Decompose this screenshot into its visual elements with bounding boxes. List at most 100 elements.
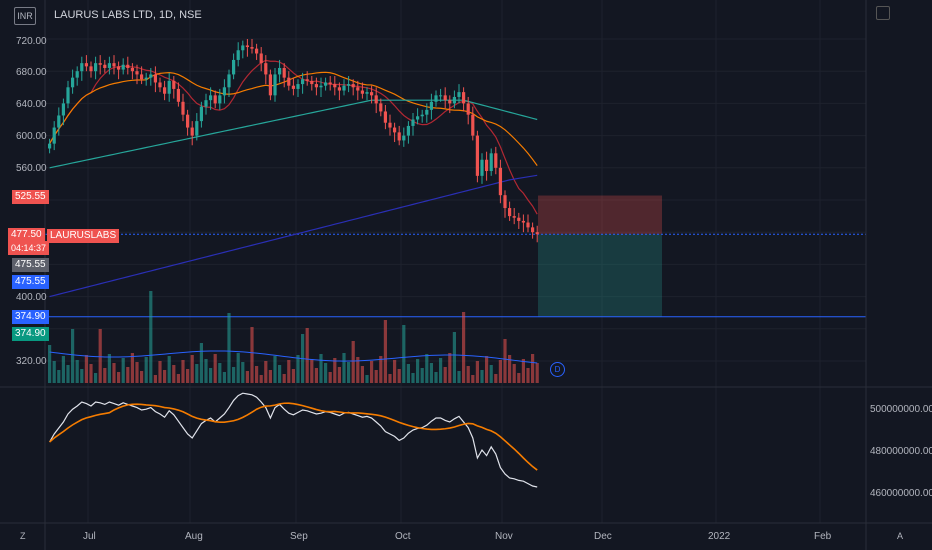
- volume-bar: [94, 373, 98, 383]
- candle-body: [84, 63, 88, 67]
- volume-bar: [503, 339, 507, 383]
- currency-badge[interactable]: INR: [14, 7, 36, 25]
- candle-body: [370, 92, 374, 96]
- candle-body: [365, 92, 369, 94]
- entry-price-tag: 475.55: [12, 258, 49, 272]
- price-axis-label: 400.00: [16, 292, 47, 303]
- candle-body: [535, 232, 539, 235]
- candle-body: [227, 74, 231, 88]
- candle-body: [383, 111, 387, 123]
- volume-bar: [227, 313, 231, 383]
- volume-bar: [186, 369, 190, 383]
- price-axis-label: 560.00: [16, 163, 47, 174]
- volume-bar: [494, 374, 498, 383]
- volume-bar: [324, 363, 328, 383]
- candle-body: [429, 101, 433, 110]
- volume-bar: [80, 369, 84, 383]
- candle-body: [351, 84, 355, 88]
- candle-body: [268, 74, 272, 96]
- candle-body: [489, 153, 493, 172]
- volume-bar: [397, 369, 401, 383]
- candle-body: [273, 74, 277, 96]
- volume-bar: [383, 320, 387, 383]
- candle-body: [494, 153, 498, 168]
- candle-body: [452, 96, 456, 104]
- candlesticks: [48, 39, 539, 243]
- volume-bar: [333, 358, 337, 383]
- volume-bar: [393, 360, 397, 383]
- candle-body: [333, 84, 337, 88]
- candle-body: [135, 71, 139, 75]
- volume-bar: [374, 370, 378, 383]
- candle-body: [388, 122, 392, 128]
- candle-body: [521, 220, 525, 223]
- candle-body: [531, 227, 535, 233]
- volume-bar: [176, 374, 180, 383]
- volume-bar: [66, 365, 70, 383]
- price-axis-label: 320.00: [16, 356, 47, 367]
- volume-bar: [140, 371, 144, 383]
- volume-bar: [347, 362, 351, 383]
- candle-body: [245, 45, 249, 48]
- auto-scale-icon[interactable]: A: [897, 531, 904, 541]
- target-price-tag: 374.90: [12, 310, 49, 324]
- target-price-tag-green: 374.90: [12, 327, 49, 341]
- time-axis-label: Oct: [395, 531, 411, 542]
- volume-bar: [462, 312, 466, 383]
- volume-bar: [71, 329, 75, 383]
- volume-bar: [130, 353, 134, 383]
- volume-bar: [356, 357, 360, 383]
- candle-body: [209, 95, 213, 101]
- volume-bar: [360, 366, 364, 383]
- candle-body: [526, 222, 530, 228]
- price-axis-label: 600.00: [16, 131, 47, 142]
- candle-body: [347, 84, 351, 86]
- volume-bar: [365, 375, 369, 383]
- volume-bar: [439, 358, 443, 383]
- candle-body: [356, 87, 360, 91]
- volume-bar: [521, 359, 525, 383]
- candle-body: [75, 71, 79, 78]
- volume-bar: [402, 325, 406, 383]
- candle-body: [181, 101, 185, 115]
- candle-body: [301, 79, 305, 85]
- volume-bar: [250, 327, 254, 383]
- volume-bar: [121, 358, 125, 383]
- short-position-tool: [45, 195, 866, 318]
- candle-body: [406, 125, 410, 136]
- candle-body: [107, 63, 111, 68]
- volume-bar: [149, 291, 153, 383]
- price-axis-label: 680.00: [16, 67, 47, 78]
- volume-bar: [434, 372, 438, 383]
- dividends-marker-icon[interactable]: D: [550, 362, 565, 377]
- indicator-axis-label: 500000000.00: [870, 404, 932, 415]
- settings-icon[interactable]: [876, 6, 890, 20]
- volume-bar: [425, 354, 429, 383]
- volume-bar: [489, 365, 493, 383]
- candle-body: [480, 159, 484, 176]
- volume-bar: [190, 355, 194, 383]
- symbol-line-label: LAURUSLABS: [47, 229, 120, 243]
- volume-bar: [241, 362, 245, 383]
- volume-bar: [531, 354, 535, 383]
- volume-bar: [471, 375, 475, 383]
- candle-body: [232, 59, 236, 75]
- candle-body: [291, 85, 295, 89]
- candle-body: [397, 132, 401, 141]
- candle-body: [259, 53, 263, 64]
- zoom-icon[interactable]: Z: [20, 531, 26, 541]
- time-axis-label: Feb: [814, 531, 832, 542]
- candle-body: [204, 100, 208, 107]
- candle-body: [462, 92, 466, 104]
- volume-bar: [457, 371, 461, 383]
- candle-body: [163, 87, 167, 94]
- candle-body: [186, 114, 190, 128]
- candle-body: [218, 95, 222, 104]
- volume-bar: [158, 361, 162, 383]
- candle-body: [512, 216, 516, 218]
- volume-bar: [181, 360, 185, 383]
- volume-bar: [222, 372, 226, 383]
- candle-body: [448, 100, 452, 104]
- candle-body: [434, 95, 438, 102]
